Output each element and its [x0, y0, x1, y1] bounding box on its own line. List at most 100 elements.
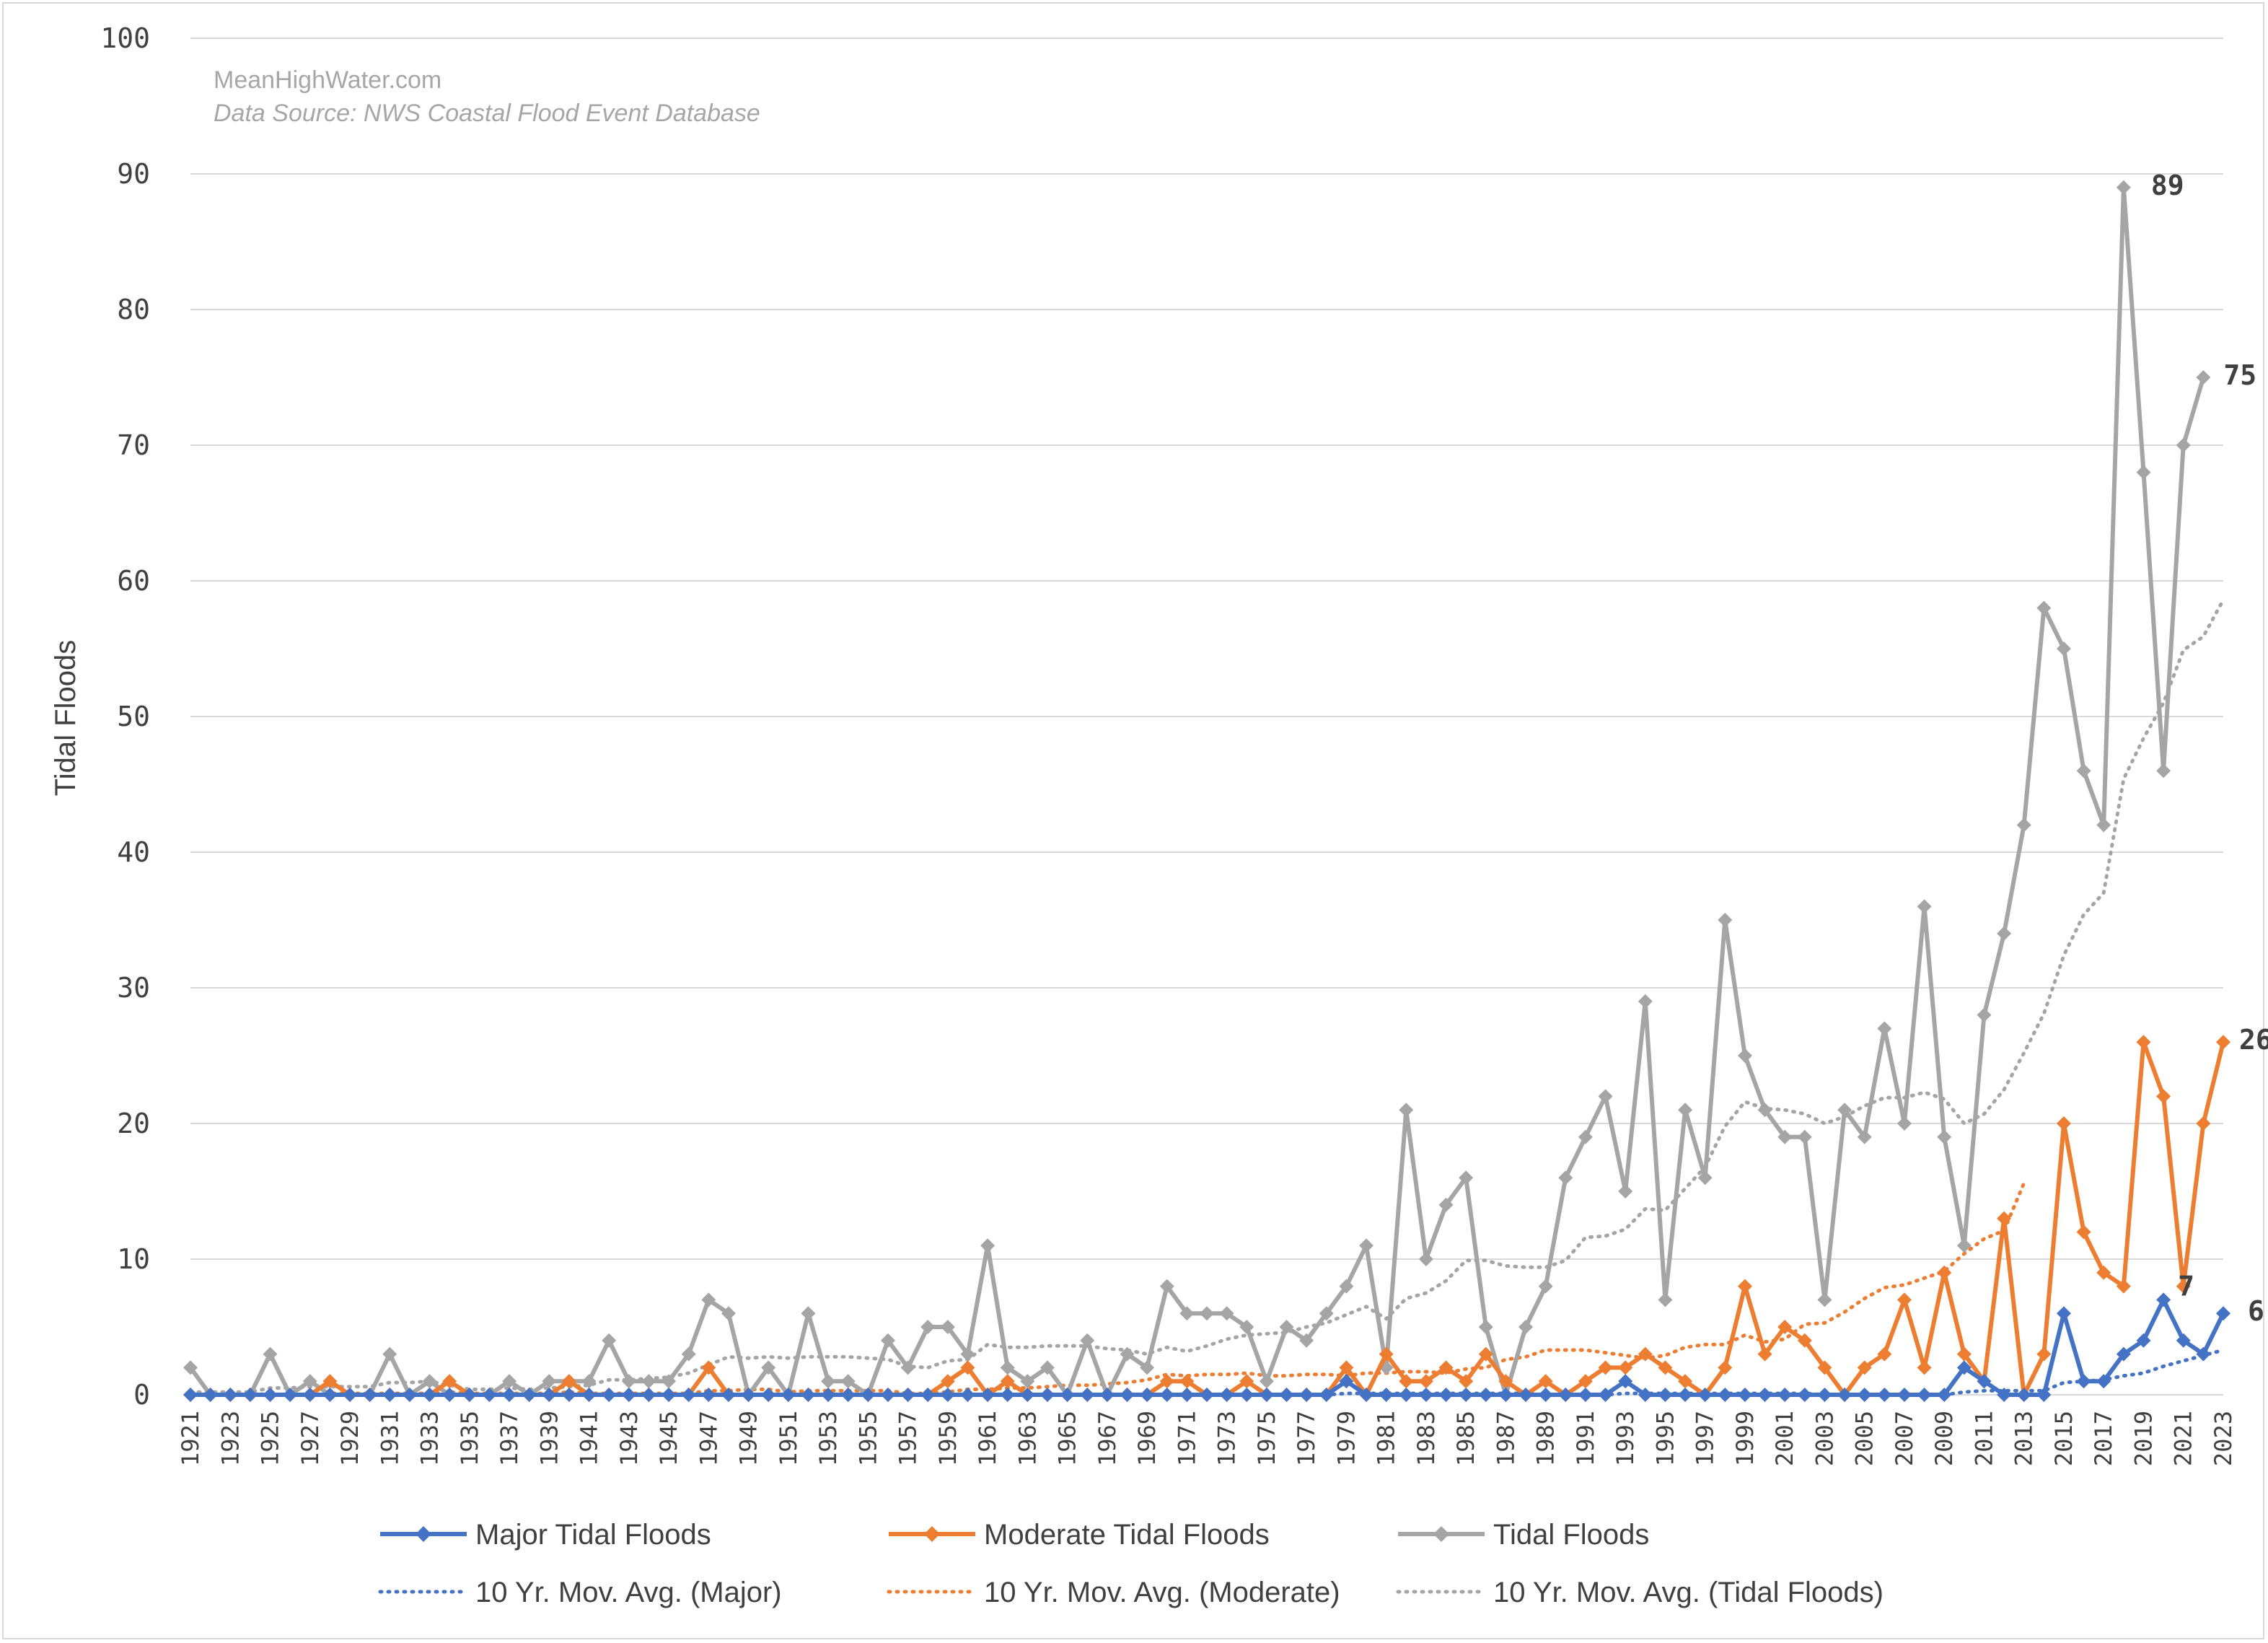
x-tick-label: 1937: [496, 1411, 523, 1466]
x-tick-label: 1927: [296, 1411, 324, 1466]
data-point-marker: [2056, 1116, 2071, 1131]
y-tick-label: 0: [133, 1379, 150, 1411]
data-point-marker: [1179, 1388, 1195, 1402]
x-tick-label: 1951: [775, 1411, 802, 1466]
x-tick-label: 1945: [655, 1411, 682, 1466]
data-point-marker: [681, 1346, 696, 1362]
legend: Major Tidal Floods Moderate Tidal Floods T…: [378, 1519, 1884, 1608]
data-point-marker: [1299, 1388, 1314, 1402]
legend-item: 10 Yr. Mov. Avg. (Moderate): [887, 1577, 1340, 1608]
y-tick-label: 70: [117, 429, 150, 461]
data-point-marker: [741, 1388, 756, 1402]
x-tick-label: 1993: [1612, 1411, 1639, 1466]
data-point-marker: [502, 1374, 517, 1389]
x-tick-label: 1955: [854, 1411, 882, 1466]
data-point-marker: [1817, 1388, 1832, 1402]
legend-label: Tidal Floods: [1493, 1519, 1649, 1551]
legend-item: 10 Yr. Mov. Avg. (Tidal Floods): [1396, 1577, 1884, 1608]
data-point-marker: [960, 1360, 975, 1375]
data-point-marker: [1538, 1374, 1553, 1389]
data-point-marker: [1120, 1388, 1135, 1402]
data-label: 7: [2178, 1270, 2194, 1302]
x-tick-label: 1997: [1692, 1411, 1719, 1466]
data-point-marker: [761, 1388, 776, 1402]
data-point-marker: [1578, 1374, 1593, 1389]
data-point-marker: [980, 1238, 995, 1253]
data-point-marker: [1797, 1129, 1812, 1144]
data-point-marker: [322, 1374, 338, 1389]
legend-item: Tidal Floods: [1398, 1519, 1649, 1551]
data-point-marker: [1956, 1360, 1972, 1375]
data-point-marker: [1598, 1388, 1613, 1402]
y-axis-ticks: 0 10 20 30 40 50 60 70 80 90 100: [100, 22, 150, 1411]
data-point-marker: [1179, 1374, 1195, 1389]
x-tick-label: 1957: [895, 1411, 922, 1466]
data-point-marker: [1857, 1360, 1872, 1375]
data-label: 75: [2223, 359, 2256, 391]
data-point-marker: [2116, 1279, 2131, 1294]
data-point-marker: [382, 1346, 397, 1362]
x-tick-label: 1985: [1452, 1411, 1480, 1466]
x-tick-label: 2019: [2129, 1411, 2157, 1466]
data-point-marker: [1279, 1388, 1294, 1402]
data-point-marker: [761, 1360, 776, 1375]
data-point-marker: [1418, 1252, 1433, 1266]
data-point-marker: [1857, 1129, 1872, 1144]
data-point-marker: [1618, 1360, 1633, 1375]
series-tidal-floods: [183, 180, 2211, 1402]
data-point-marker: [1538, 1388, 1553, 1402]
data-point-marker: [900, 1360, 915, 1375]
data-point-marker: [1000, 1388, 1015, 1402]
data-point-marker: [960, 1346, 975, 1362]
data-point-marker: [1937, 1265, 1952, 1280]
data-point-marker: [1179, 1306, 1195, 1321]
x-tick-label: 1969: [1133, 1411, 1161, 1466]
data-point-marker: [1678, 1374, 1693, 1389]
data-point-marker: [263, 1346, 278, 1362]
data-point-marker: [1718, 913, 1733, 927]
data-point-marker: [1099, 1388, 1115, 1402]
data-point-marker: [1498, 1388, 1513, 1402]
x-tick-label: 2017: [2090, 1411, 2117, 1466]
data-point-marker: [1997, 1388, 2012, 1402]
data-point-marker: [2196, 1116, 2211, 1131]
data-point-marker: [920, 1320, 936, 1334]
data-point-marker: [821, 1374, 836, 1389]
data-point-marker: [840, 1388, 856, 1402]
data-point-marker: [2096, 1265, 2111, 1280]
data-point-marker: [2036, 1346, 2052, 1362]
data-point-marker: [900, 1388, 915, 1402]
data-point-marker: [641, 1388, 656, 1402]
data-point-marker: [283, 1388, 298, 1402]
data-point-marker: [701, 1360, 716, 1375]
x-tick-label: 1923: [216, 1411, 244, 1466]
data-point-marker: [1459, 1388, 1474, 1402]
data-point-marker: [442, 1388, 457, 1402]
x-tick-label: 1973: [1213, 1411, 1241, 1466]
data-point-marker: [2096, 1374, 2111, 1389]
data-point-marker: [840, 1374, 856, 1389]
data-point-marker: [203, 1388, 218, 1402]
data-point-marker: [2036, 600, 2052, 615]
x-tick-label: 1991: [1572, 1411, 1599, 1466]
data-point-marker: [1459, 1170, 1474, 1186]
y-tick-label: 60: [117, 565, 150, 597]
data-point-marker: [1558, 1388, 1573, 1402]
data-point-marker: [1877, 1021, 1892, 1036]
data-point-marker: [2156, 1292, 2171, 1307]
x-tick-label: 1995: [1651, 1411, 1679, 1466]
legend-item: Major Tidal Floods: [380, 1519, 711, 1551]
x-tick-label: 1977: [1293, 1411, 1320, 1466]
data-point-marker: [1956, 1238, 1972, 1253]
data-point-marker: [662, 1374, 677, 1389]
x-tick-label: 1959: [934, 1411, 962, 1466]
data-point-marker: [1498, 1374, 1513, 1389]
data-point-marker: [1359, 1388, 1374, 1402]
data-point-marker: [1159, 1388, 1174, 1402]
data-point-marker: [880, 1333, 895, 1348]
x-tick-label: 1921: [177, 1411, 204, 1466]
x-tick-label: 1963: [1014, 1411, 1041, 1466]
legend-label: 10 Yr. Mov. Avg. (Major): [475, 1577, 782, 1608]
x-tick-label: 1989: [1532, 1411, 1560, 1466]
y-tick-label: 10: [117, 1243, 150, 1275]
